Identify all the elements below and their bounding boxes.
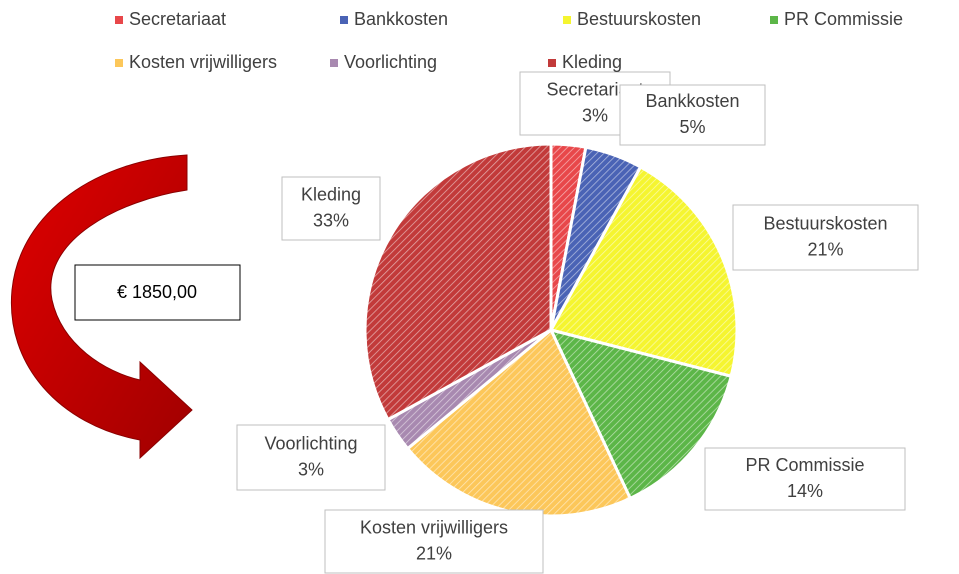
- data-label-value: 3%: [582, 105, 608, 125]
- data-label-box: [619, 84, 766, 146]
- data-label-category: Kosten vrijwilligers: [360, 517, 508, 537]
- legend-label: Kosten vrijwilligers: [129, 52, 277, 72]
- legend-label: Kleding: [562, 52, 622, 72]
- legend-swatch: [115, 59, 123, 67]
- pie-slice: [363, 142, 553, 422]
- legend-swatch: [563, 16, 571, 24]
- data-label-value: 14%: [787, 481, 823, 501]
- legend-label: Bestuurskosten: [577, 9, 701, 29]
- data-label-category: PR Commissie: [745, 455, 864, 475]
- legend-swatch: [330, 59, 338, 67]
- legend-label: Bankkosten: [354, 9, 448, 29]
- curved-arrow: [10, 154, 193, 460]
- pie-slice: [548, 164, 739, 379]
- data-label-box: [704, 447, 906, 511]
- data-label-category: Bankkosten: [645, 91, 739, 111]
- legend: Secretariaat Bankkosten Bestuurskosten PR C…: [115, 9, 903, 72]
- data-label-box: [236, 424, 386, 491]
- data-label-category: Kleding: [301, 184, 361, 204]
- legend-swatch: [548, 59, 556, 67]
- data-label-value: 3%: [298, 459, 324, 479]
- data-label-box: [324, 509, 544, 574]
- data-label-box: [732, 204, 919, 271]
- amount-text: € 1850,00: [117, 282, 197, 302]
- data-label-category: Bestuurskosten: [763, 213, 887, 233]
- legend-label: Voorlichting: [344, 52, 437, 72]
- amount-box: [74, 264, 241, 321]
- data-label-value: 21%: [807, 239, 843, 259]
- data-labels: Secretariaat 3% Bankkosten 5% Bestuurskosten…: [236, 71, 919, 574]
- data-label-category: Voorlichting: [264, 433, 357, 453]
- legend-label: PR Commissie: [784, 9, 903, 29]
- data-label-value: 21%: [416, 543, 452, 563]
- legend-swatch: [340, 16, 348, 24]
- data-label-value: 33%: [313, 210, 349, 230]
- data-label-category: Secretariaat: [546, 79, 643, 99]
- pie: [363, 142, 739, 518]
- legend-swatch: [770, 16, 778, 24]
- legend-swatch: [115, 16, 123, 24]
- data-label-box: [281, 176, 381, 241]
- data-label-value: 5%: [679, 117, 705, 137]
- legend-label: Secretariaat: [129, 9, 226, 29]
- pie-slice: [548, 327, 733, 501]
